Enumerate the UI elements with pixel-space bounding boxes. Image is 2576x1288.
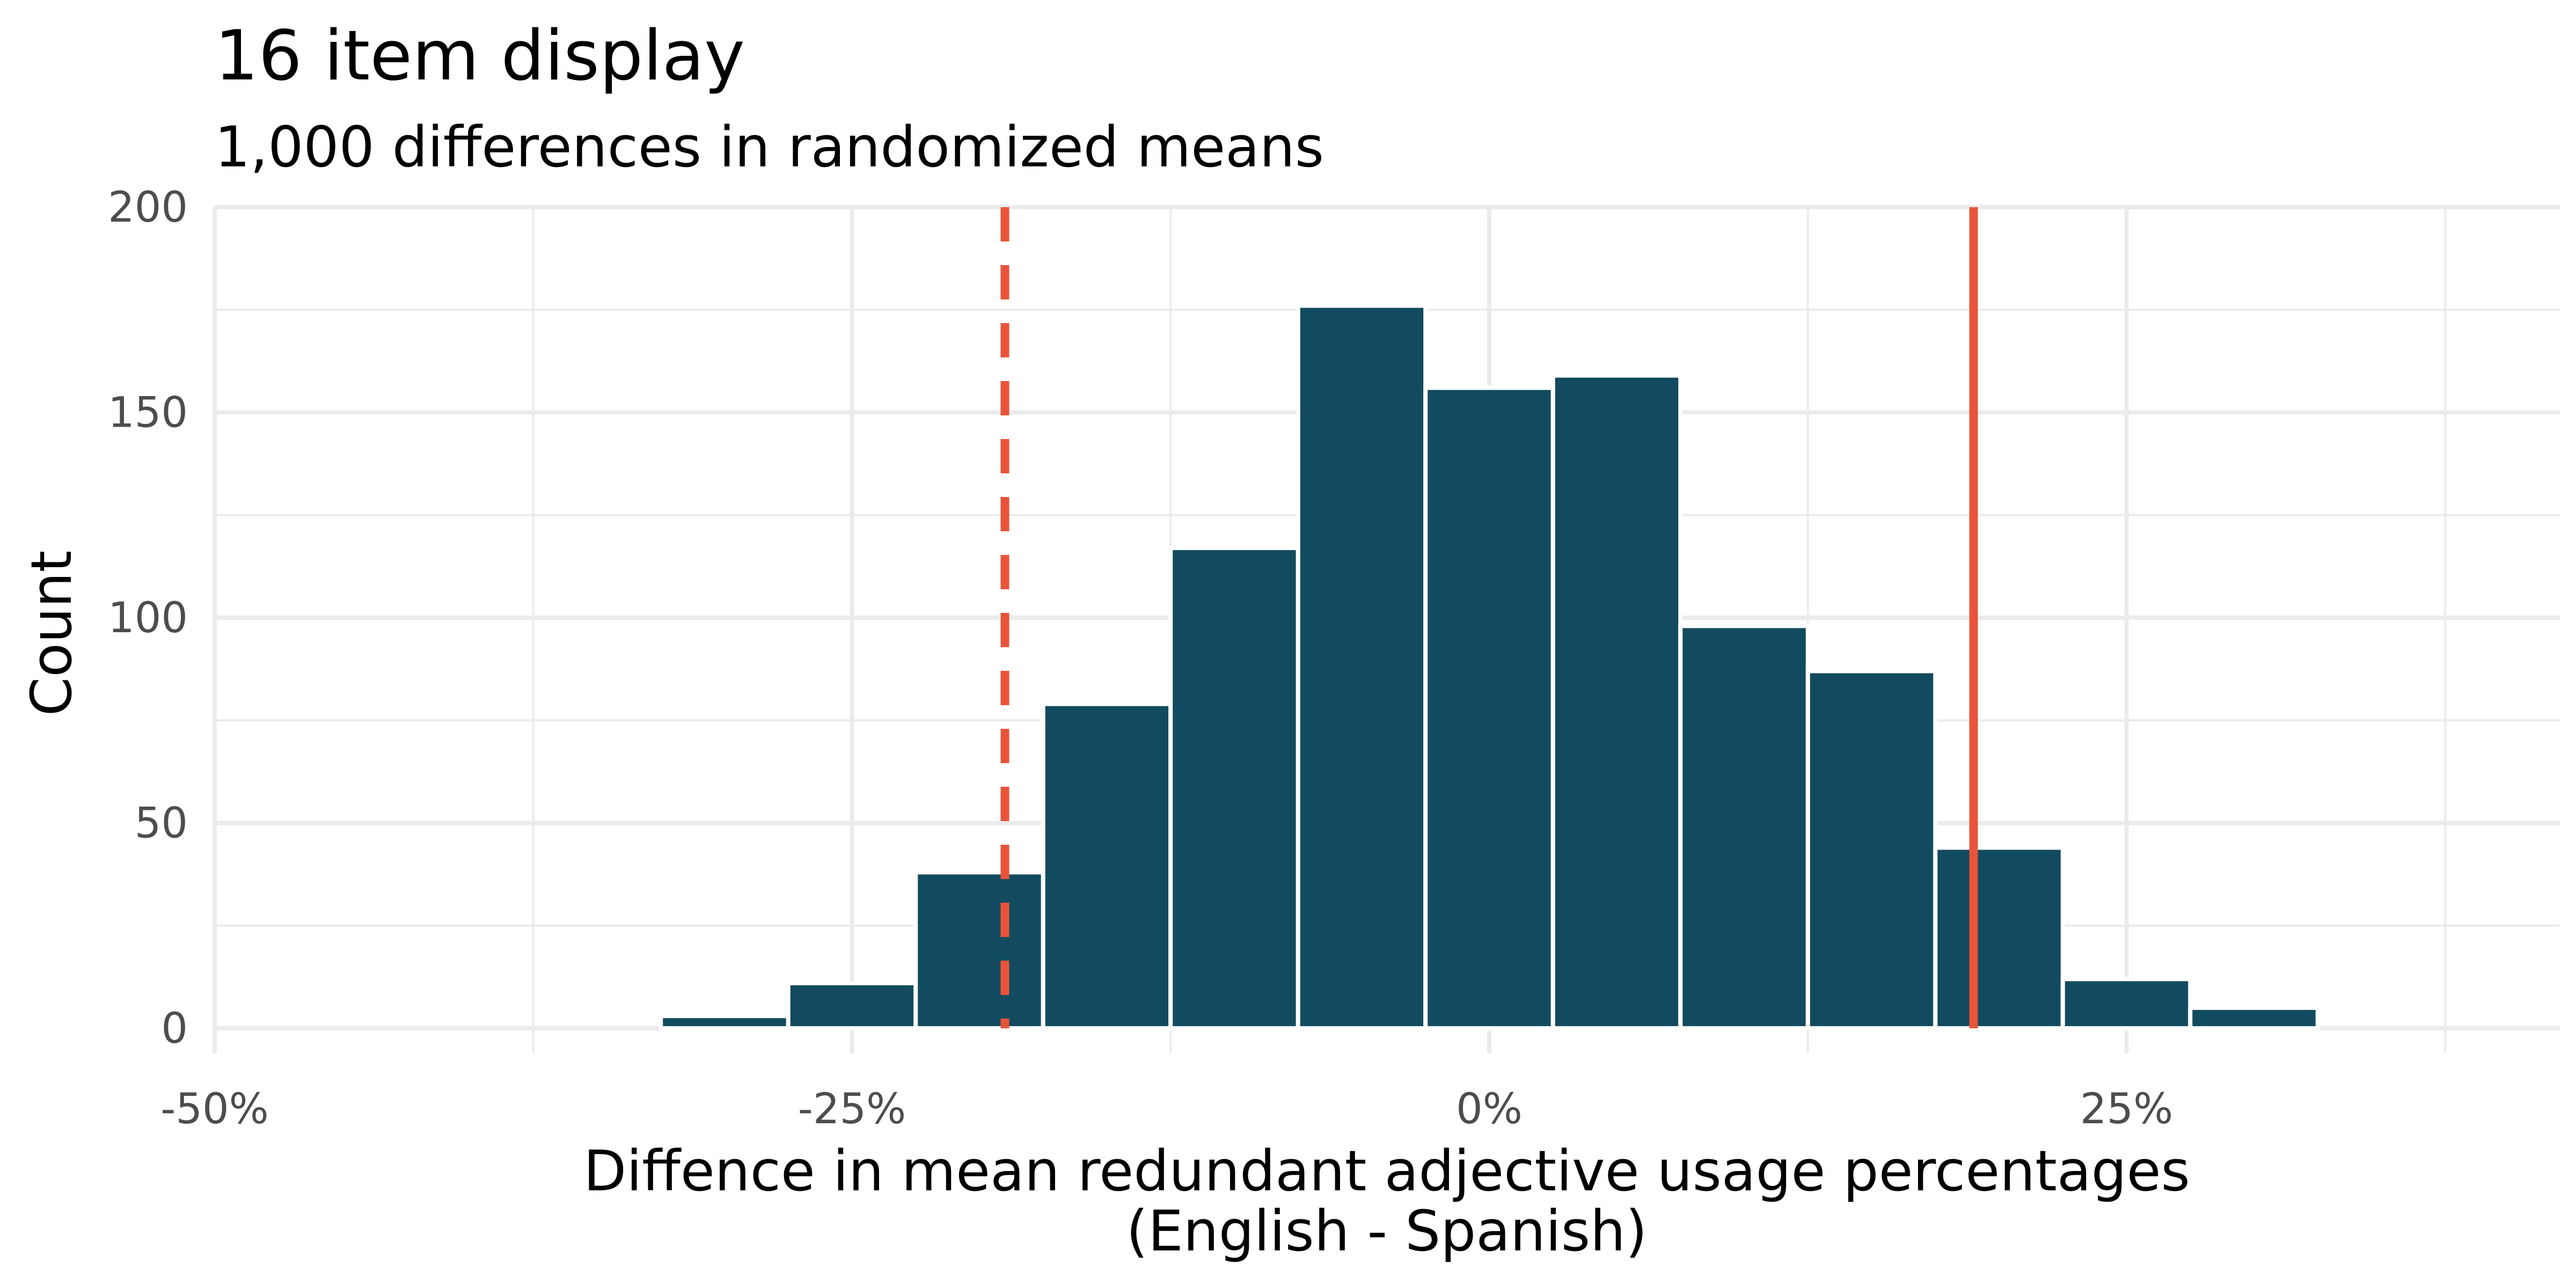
histogram-bar bbox=[1296, 303, 1428, 1031]
histogram-bar bbox=[1805, 669, 1938, 1031]
y-axis-title: Count bbox=[19, 551, 84, 716]
x-tick-label: -50% bbox=[160, 1085, 269, 1133]
histogram-bar bbox=[1423, 385, 1555, 1031]
x-axis-title-line-1: Diffence in mean redundant adjective usa… bbox=[583, 1138, 2190, 1204]
x-axis-ticks: -50% -25% 0% 25% bbox=[160, 1085, 2173, 1133]
histogram-bar bbox=[786, 980, 918, 1031]
histogram-bar bbox=[1041, 701, 1173, 1031]
x-tick-label: -25% bbox=[798, 1085, 906, 1133]
y-tick-label: 100 bbox=[108, 594, 188, 642]
histogram-bar bbox=[2188, 1005, 2320, 1031]
chart-subtitle: 1,000 differences in randomized means bbox=[215, 114, 1324, 180]
histogram-bar bbox=[1933, 845, 2065, 1031]
x-tick-label: 25% bbox=[2080, 1085, 2173, 1133]
y-tick-label: 50 bbox=[135, 800, 188, 848]
histogram-bar bbox=[658, 1014, 791, 1031]
x-tick-label: 0% bbox=[1456, 1085, 1523, 1133]
histogram-bar bbox=[1550, 373, 1683, 1031]
chart-title: 16 item display bbox=[215, 16, 745, 96]
histogram-bar bbox=[2060, 977, 2193, 1031]
y-tick-label: 0 bbox=[161, 1005, 188, 1053]
y-tick-label: 150 bbox=[108, 389, 188, 437]
reference-lines bbox=[1000, 207, 1978, 1029]
histogram-bar bbox=[913, 870, 1045, 1031]
histogram-bar bbox=[1678, 624, 1810, 1031]
histogram-bar bbox=[1168, 545, 1300, 1031]
y-tick-label: 200 bbox=[108, 184, 188, 232]
x-axis-title-line-2: (English - Spanish) bbox=[1126, 1198, 1648, 1264]
histogram-bars bbox=[658, 303, 2320, 1031]
y-axis-ticks: 0 50 100 150 200 bbox=[108, 184, 188, 1053]
